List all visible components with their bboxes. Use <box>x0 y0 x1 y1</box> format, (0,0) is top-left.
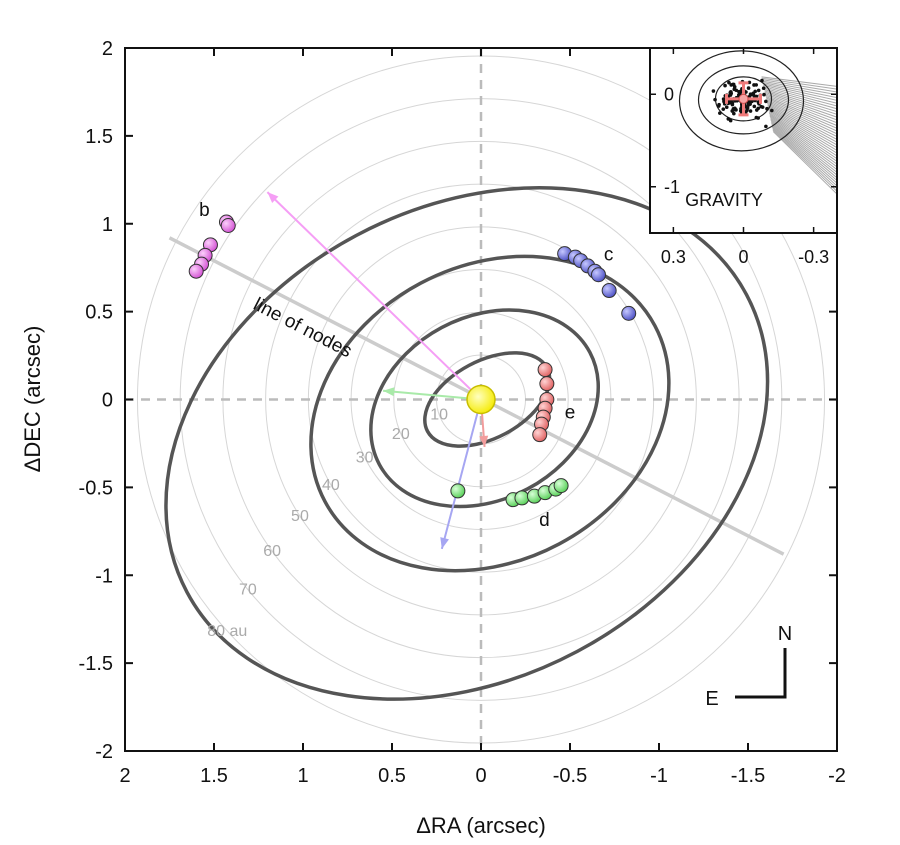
x-tick-label: -0.5 <box>553 765 587 787</box>
x-tick-label: -1.5 <box>731 765 765 787</box>
ring-label: 50 <box>291 508 309 525</box>
x-axis-label: ΔRA (arcsec) <box>416 813 546 838</box>
inset-y-tick-label: -1 <box>664 177 680 197</box>
y-tick-label: -1 <box>95 565 113 587</box>
ring-label: 20 <box>392 426 410 443</box>
y-tick-label: -0.5 <box>79 477 113 499</box>
series-e <box>532 362 555 443</box>
data-point-d <box>553 478 569 494</box>
y-axis-label: ΔDEC (arcsec) <box>20 326 45 473</box>
x-tick-label: 2 <box>119 765 130 787</box>
y-tick-label: -2 <box>95 741 113 763</box>
data-point-d <box>514 490 530 506</box>
inset-ticks: 0.3 0 -0.3 0 -1 <box>650 48 837 267</box>
y-tick-label: 1.5 <box>85 126 113 148</box>
ring-label: 70 <box>239 582 257 599</box>
data-point-e <box>537 362 553 378</box>
y-tick-label: 0.5 <box>85 302 113 324</box>
x-tick-label: 0.5 <box>378 765 406 787</box>
orbit-arrow <box>440 399 482 550</box>
compass-east: E <box>705 688 718 710</box>
y-tick-label: -1.5 <box>79 653 113 675</box>
ring-label: 60 <box>263 543 281 560</box>
inset-contour-mid <box>697 65 790 135</box>
planet-label-e: e <box>565 402 576 423</box>
data-point-b <box>188 263 204 279</box>
ring-labels: 10 20 30 40 50 60 70 80 au <box>207 407 448 640</box>
x-tick-label: -1 <box>650 765 668 787</box>
data-point-c <box>621 305 637 321</box>
data-point-d <box>450 483 466 499</box>
ring-label: 30 <box>356 449 374 466</box>
host-star <box>466 384 496 415</box>
data-point-c <box>590 267 606 283</box>
x-tick-label: 1.5 <box>200 765 228 787</box>
inset-panel: 0.3 0 -0.3 0 -1 GRAVITY <box>649 47 838 267</box>
series-b <box>188 214 236 279</box>
orbit-c <box>309 254 671 573</box>
series-c <box>557 246 637 321</box>
x-tick-label: -2 <box>828 765 846 787</box>
y-tick-label: 1 <box>102 214 113 236</box>
line-of-nodes-label: line of nodes <box>250 294 355 362</box>
series-d <box>450 478 569 508</box>
orbit-arrow <box>266 191 482 401</box>
inset-contour-outer <box>678 50 805 152</box>
y-tick-label: 0 <box>102 390 113 412</box>
inset-y-tick-label: 0 <box>664 84 674 104</box>
astrometry-points <box>188 214 637 508</box>
inset-error-cross <box>725 81 762 117</box>
planet-labels: b c d e <box>199 200 613 531</box>
ring-label: 10 <box>430 407 448 424</box>
inset-label: GRAVITY <box>685 190 763 210</box>
x-tick-label: 1 <box>297 765 308 787</box>
ring-label: 40 <box>322 477 340 494</box>
planet-label-d: d <box>539 510 550 531</box>
planet-label-c: c <box>604 245 614 266</box>
orbit-d <box>369 308 601 509</box>
planet-label-b: b <box>199 200 210 221</box>
data-point-c <box>601 283 617 299</box>
orbit-arrow <box>383 387 482 401</box>
orbit-b <box>164 186 770 701</box>
data-point-e <box>539 376 555 392</box>
data-point-e <box>532 427 548 443</box>
inset-x-tick-label: -0.3 <box>798 247 829 267</box>
compass-north: N <box>778 623 792 645</box>
inset-x-tick-label: 0 <box>738 247 748 267</box>
data-point-b <box>220 218 236 234</box>
compass: N E <box>705 623 792 710</box>
x-tick-label: 0 <box>475 765 486 787</box>
inset-x-tick-label: 0.3 <box>661 247 686 267</box>
ring-label: 80 au <box>207 623 247 640</box>
x-axis-ticks: 2 1.5 1 0.5 0 -0.5 -1 -1.5 -2 <box>119 48 846 787</box>
y-tick-label: 2 <box>102 38 113 60</box>
